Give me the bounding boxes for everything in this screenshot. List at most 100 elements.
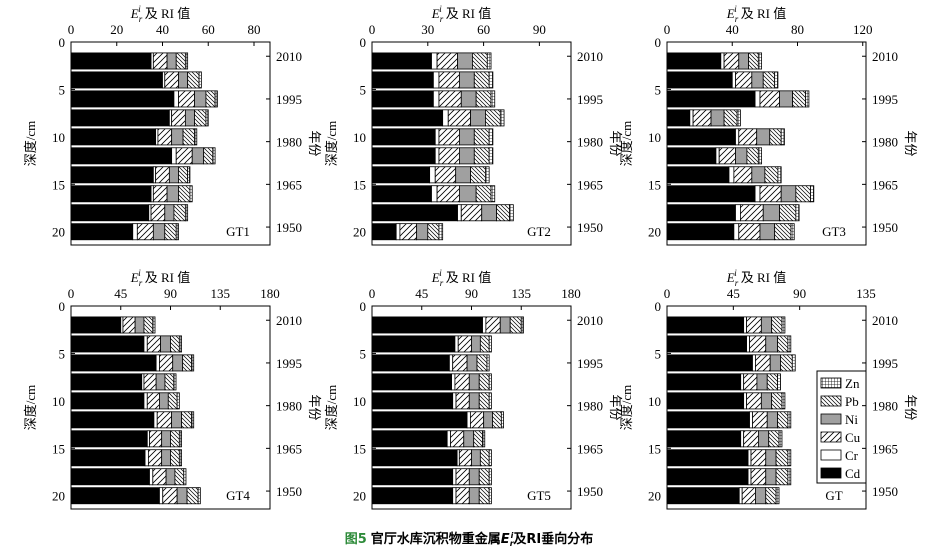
y-axis-title: 深度/cm — [324, 385, 339, 431]
bar-segment — [182, 354, 192, 372]
x-title-symbol: E — [431, 6, 440, 21]
bar-segment — [787, 335, 792, 353]
bar-segment — [751, 166, 766, 184]
x-tick-label: 90 — [164, 286, 177, 301]
bar-segment — [371, 487, 454, 505]
bar-segment — [161, 430, 171, 448]
bar-segment — [731, 71, 736, 89]
x-tick-label: 0 — [369, 286, 376, 301]
bar-segment — [171, 411, 182, 429]
y2-tick-label: 1965 — [872, 441, 898, 456]
bar-segment — [749, 335, 767, 353]
x-axis-title: Eri 及 RI 值 — [431, 4, 492, 24]
bar-segment — [749, 411, 753, 429]
x-tick-label: 90 — [793, 286, 806, 301]
bar-segment — [473, 71, 490, 89]
caption-sub: r — [510, 539, 515, 548]
legend-label: Pb — [845, 394, 859, 409]
bar-segment — [457, 204, 462, 222]
bar-segment — [70, 449, 146, 467]
bar-segment — [769, 354, 781, 372]
bar-segment — [775, 487, 780, 505]
bar-segment — [666, 487, 740, 505]
bar-segment — [666, 449, 749, 467]
x-tick-label: 0 — [68, 22, 75, 37]
y-tick-label: 15 — [353, 177, 366, 192]
bar-segment — [485, 316, 501, 334]
bar-segment — [371, 335, 456, 353]
bar-segment — [460, 204, 483, 222]
y2-tick-label: 2010 — [872, 313, 898, 328]
y2-tick-label: 1980 — [276, 399, 302, 414]
bar-segment — [191, 147, 205, 165]
bar-segment — [438, 128, 460, 146]
bar-segment — [150, 204, 166, 222]
bar-segment — [175, 223, 179, 241]
bar-segment — [434, 128, 440, 146]
x-tick-label: 0 — [369, 22, 376, 37]
x-title-sup: i — [734, 268, 737, 278]
y-tick-label: 20 — [52, 225, 65, 240]
y2-tick-label: 1980 — [872, 135, 898, 150]
x-title-sup: i — [138, 268, 141, 278]
bar-segment — [473, 147, 490, 165]
y2-tick-label: 1980 — [577, 135, 603, 150]
bar-segment — [172, 354, 184, 372]
bar-segment — [482, 430, 486, 448]
x-title-symbol: E — [726, 6, 735, 21]
bar-segment — [155, 373, 166, 391]
bar-segment — [736, 109, 741, 127]
bar-segment — [468, 468, 480, 486]
bar-segment — [468, 487, 480, 505]
caption-number: 图5 — [345, 532, 367, 547]
bar-segment — [70, 411, 155, 429]
bar-segment — [479, 449, 490, 467]
bar-segment — [178, 71, 189, 89]
bar-segment — [431, 52, 438, 70]
bar-segment — [488, 147, 494, 165]
bar-segment — [176, 392, 180, 410]
bar-segment — [431, 185, 438, 203]
bar-segment — [666, 166, 730, 184]
legend-label: Zn — [845, 376, 860, 391]
bar-segment — [451, 373, 456, 391]
x-tick-label: 135 — [856, 286, 876, 301]
bar-segment — [149, 468, 154, 486]
bar-segment — [496, 204, 511, 222]
bar-segment — [70, 316, 122, 334]
bar-segment — [740, 430, 745, 448]
bar-segment — [371, 392, 454, 410]
bar-segment — [156, 411, 173, 429]
bar-segment — [459, 71, 475, 89]
bar-segment — [455, 468, 470, 486]
bar-segment — [457, 52, 473, 70]
bar-segment — [186, 487, 199, 505]
bar-segment — [666, 335, 747, 353]
bar-segment — [472, 52, 488, 70]
y-tick-label: 5 — [360, 82, 367, 97]
bar-segment — [743, 316, 748, 334]
bar-segment — [666, 354, 753, 372]
y2-tick-label: 1995 — [577, 92, 603, 107]
bar-segment — [152, 316, 156, 334]
panel-label: GT2 — [527, 224, 551, 239]
legend-swatch — [820, 449, 842, 461]
bar-segment — [469, 411, 485, 429]
caption: 图5 官厅水库沉积物重金属Eri及RI垂向分布 — [345, 531, 594, 548]
caption-text: 官厅水库沉积物重金属 — [371, 531, 501, 547]
bar-segment — [747, 449, 752, 467]
y2-tick-label: 1995 — [872, 356, 898, 371]
y-tick-label: 10 — [648, 394, 661, 409]
x-tick-label: 45 — [727, 286, 740, 301]
bar-segment — [728, 166, 735, 184]
x-tick-label: 0 — [664, 22, 671, 37]
bar-segment — [70, 468, 150, 486]
bar-segment — [203, 147, 214, 165]
bar-segment — [178, 430, 182, 448]
x-tick-label: 135 — [211, 286, 231, 301]
x-tick-label: 60 — [202, 22, 215, 37]
bar-segment — [159, 487, 164, 505]
bar-segment — [733, 166, 753, 184]
bar-segment — [735, 204, 741, 222]
